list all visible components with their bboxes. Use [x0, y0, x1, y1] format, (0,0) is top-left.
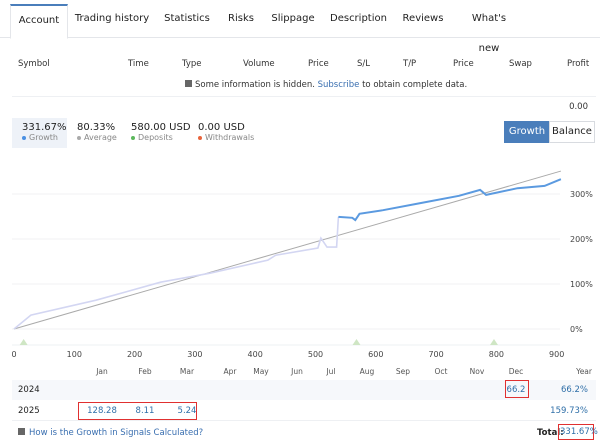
tab-description[interactable]: Description	[330, 13, 387, 24]
col-sl: S/L	[357, 59, 370, 69]
month-header: Dec	[508, 367, 524, 376]
growth-dot-icon	[22, 135, 26, 140]
x-tick-label: 300	[187, 350, 202, 359]
highlight-box	[505, 380, 529, 398]
x-tick-label: 600	[368, 350, 383, 359]
subscribe-link[interactable]: Subscribe	[317, 80, 360, 90]
tab-risks[interactable]: Risks	[228, 13, 254, 24]
total-growth-value: 331.67%	[558, 424, 598, 440]
month-header: Nov	[469, 367, 485, 376]
tab-bar: Account Trading history Statistics Risks…	[0, 0, 600, 54]
month-header: Aug	[359, 367, 375, 376]
month-header: Mar	[179, 367, 195, 376]
trend-line	[13, 170, 562, 330]
stat-deposits[interactable]: 580.00 USD Deposits	[131, 122, 191, 142]
year-total-2025: 159.73%	[550, 406, 588, 416]
col-time: Time	[128, 59, 149, 69]
col-price: Price	[308, 59, 329, 69]
col-symbol: Symbol	[18, 59, 50, 69]
year-label: 2024	[18, 385, 40, 395]
month-header: Oct	[434, 367, 448, 376]
col-type: Type	[182, 59, 202, 69]
tab-account[interactable]: Account	[10, 4, 68, 39]
year-total-2024: 66.2%	[560, 385, 588, 395]
month-header: Apr	[223, 367, 237, 376]
y-tick-label: 200%	[570, 235, 593, 244]
monthly-growth-value: 8.11	[135, 406, 155, 416]
x-tick-label: 400	[248, 350, 263, 359]
tab-statistics[interactable]: Statistics	[164, 13, 210, 24]
col-volume: Volume	[243, 59, 275, 69]
growth-calculation-link[interactable]: How is the Growth in Signals Calculated?	[29, 428, 204, 438]
y-tick-label: 100%	[570, 280, 593, 289]
month-header: Feb	[138, 367, 152, 376]
growth-chart: 0% 100% 200% 300% 0 100 200 300 400 500 600 700 800 9…	[11, 170, 593, 359]
month-header: Jan	[96, 367, 108, 376]
y-tick-label: 0%	[570, 325, 583, 334]
month-header: Sep	[395, 367, 411, 376]
tab-trading-history[interactable]: Trading history	[74, 13, 150, 24]
growth-line	[338, 178, 562, 222]
x-tick-label: 100	[67, 350, 82, 359]
x-tick-label: 700	[428, 350, 443, 359]
withdrawals-dot-icon	[198, 135, 202, 140]
month-header: Jul	[326, 367, 336, 376]
divider	[12, 96, 596, 97]
x-tick-label: 800	[489, 350, 504, 359]
col-profit: Profit	[567, 59, 590, 69]
month-header: May	[253, 367, 269, 376]
deposit-marker-icon	[352, 339, 361, 345]
monthly-growth-value: 5.24	[177, 406, 197, 416]
deposits-dot-icon	[131, 135, 135, 140]
stat-withdrawals[interactable]: 0.00 USD Withdrawals	[198, 122, 255, 142]
stat-average[interactable]: 80.33% Average	[77, 122, 117, 142]
info-icon	[185, 80, 192, 87]
deposit-marker-icon	[19, 339, 28, 345]
x-tick-label: 0	[11, 350, 16, 359]
average-dot-icon	[77, 135, 81, 140]
growth-toggle-button[interactable]: Growth	[504, 121, 550, 143]
tab-reviews[interactable]: Reviews	[402, 13, 444, 24]
growth-calculation-help[interactable]: How is the Growth in Signals Calculated?	[18, 428, 203, 438]
hidden-info-notice: Some information is hidden. Subscribe to…	[185, 80, 467, 90]
x-tick-label: 900	[549, 350, 564, 359]
year-header: Year	[576, 367, 592, 376]
year-label: 2025	[18, 406, 40, 416]
col-close-price: Price	[453, 59, 474, 69]
col-swap: Swap	[509, 59, 532, 69]
highlight-box	[78, 402, 197, 420]
deposit-marker-icon	[489, 339, 498, 345]
x-tick-label: 200	[127, 350, 142, 359]
x-tick-label: 500	[308, 350, 323, 359]
balance-toggle-button[interactable]: Balance	[549, 121, 595, 143]
growth-line-early	[13, 216, 340, 330]
y-tick-label: 300%	[570, 190, 593, 199]
tab-slippage[interactable]: Slippage	[271, 13, 315, 24]
monthly-growth-value: 128.28	[87, 406, 117, 416]
total-label: Total:	[537, 428, 564, 438]
stat-growth[interactable]: 331.67% Growth	[12, 118, 67, 148]
tab-whats-new[interactable]: What's new	[471, 13, 507, 54]
year-row-2024	[12, 380, 596, 400]
month-header: Jun	[291, 367, 303, 376]
col-tp: T/P	[403, 59, 417, 69]
monthly-growth-value: 66.2	[506, 385, 526, 395]
profit-total: 0.00	[569, 102, 588, 112]
year-row-2025	[12, 401, 596, 421]
help-book-icon	[18, 428, 25, 435]
